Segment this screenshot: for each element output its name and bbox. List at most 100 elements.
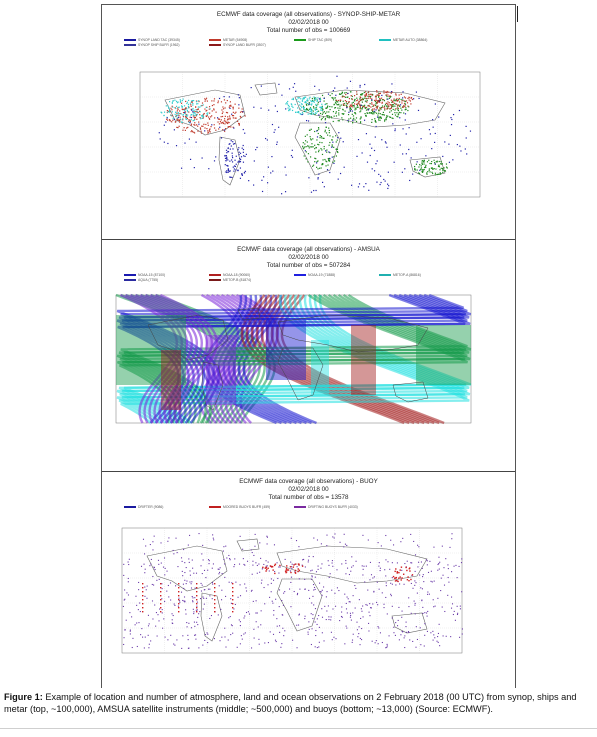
buoy-mark [447, 564, 449, 566]
observation-mark [174, 107, 176, 109]
observation-mark [343, 96, 345, 98]
observation-mark [460, 150, 462, 152]
buoy-mark [123, 563, 125, 565]
buoy-mark [313, 537, 315, 539]
buoy-mark [240, 635, 242, 637]
observation-mark [181, 108, 183, 110]
buoy-mark [391, 617, 393, 619]
observation-mark [311, 146, 313, 148]
moored-buoy-mark [196, 611, 198, 613]
observation-mark [190, 131, 192, 133]
buoy-mark [385, 534, 387, 537]
observation-mark [187, 105, 190, 108]
observation-mark [387, 187, 389, 190]
buoy-mark [189, 570, 191, 572]
observation-mark [187, 103, 190, 106]
buoy-mark [189, 534, 191, 536]
buoy-mark [373, 590, 375, 592]
page-edge-mark [517, 6, 518, 22]
observation-mark [358, 103, 361, 105]
buoy-mark [318, 614, 320, 617]
observation-mark [177, 127, 179, 129]
buoy-mark [223, 546, 225, 548]
observation-mark [239, 177, 242, 179]
coverage-fill [161, 350, 181, 410]
observation-mark [226, 158, 228, 160]
observation-mark [196, 109, 198, 111]
observation-mark [326, 169, 329, 171]
buoy-mark [426, 560, 428, 562]
buoy-mark [191, 595, 193, 598]
observation-mark [236, 120, 239, 122]
observation-mark [371, 121, 373, 123]
buoy-mark [396, 562, 398, 564]
buoy-mark [140, 634, 142, 636]
buoy-mark [283, 635, 285, 637]
legend-entry: NOAA-15 (87100) [124, 273, 165, 277]
observation-mark [315, 107, 317, 109]
buoy-mark [239, 535, 241, 537]
buoy-mark [189, 574, 191, 576]
observation-mark [378, 117, 380, 119]
observation-mark [292, 97, 294, 99]
buoy-mark [437, 597, 439, 599]
observation-mark [308, 147, 310, 149]
buoy-mark [411, 562, 413, 564]
moored-buoy-mark [142, 595, 144, 597]
observation-mark [394, 100, 396, 102]
continent-outline [236, 538, 260, 552]
observation-mark [165, 105, 167, 107]
buoy-mark [385, 559, 387, 561]
observation-mark [362, 105, 364, 107]
buoy-mark [152, 541, 154, 543]
buoy-mark [433, 546, 435, 548]
observation-mark [432, 126, 434, 128]
moored-buoy-mark [142, 603, 144, 605]
continent-outline [200, 592, 223, 642]
observation-mark [443, 167, 445, 169]
observation-mark [177, 111, 179, 114]
observation-mark [328, 111, 330, 113]
observation-mark [190, 105, 192, 107]
observation-mark [192, 104, 194, 106]
buoy-mark [291, 563, 293, 565]
buoy-mark [156, 635, 158, 637]
observation-mark [205, 106, 207, 108]
observation-mark [382, 106, 384, 109]
moored-buoy-mark [196, 607, 198, 609]
observation-mark [174, 99, 176, 101]
buoy-mark [139, 610, 141, 613]
observation-mark [399, 144, 401, 146]
observation-mark [335, 115, 338, 117]
buoy-mark [405, 621, 407, 623]
observation-mark [372, 105, 374, 107]
observation-mark [370, 93, 372, 96]
buoy-mark [265, 560, 267, 562]
buoy-mark [338, 589, 340, 592]
legend-label: SYNOP LAND BUFR (3507) [223, 43, 266, 47]
buoy-mark [256, 564, 258, 567]
buoy-mark [181, 560, 183, 562]
observation-mark [175, 107, 177, 110]
buoy-mark [361, 565, 363, 567]
buoy-mark [190, 627, 193, 629]
observation-mark [179, 100, 182, 102]
buoy-mark [420, 644, 422, 646]
buoy-mark [381, 592, 383, 594]
buoy-mark [357, 636, 359, 638]
buoy-mark [124, 598, 126, 600]
buoy-mark [230, 598, 232, 600]
buoy-mark [375, 640, 377, 642]
observation-mark [171, 109, 173, 111]
observation-mark [169, 111, 171, 113]
buoy-mark [452, 613, 454, 616]
observation-mark [344, 100, 346, 102]
buoy-mark [340, 615, 343, 618]
observation-mark [359, 122, 362, 124]
observation-mark [181, 122, 183, 124]
observation-mark [310, 108, 312, 110]
observation-mark [314, 130, 316, 133]
observation-mark [351, 98, 353, 100]
satellite-swath [129, 293, 189, 424]
observation-mark [380, 108, 382, 110]
